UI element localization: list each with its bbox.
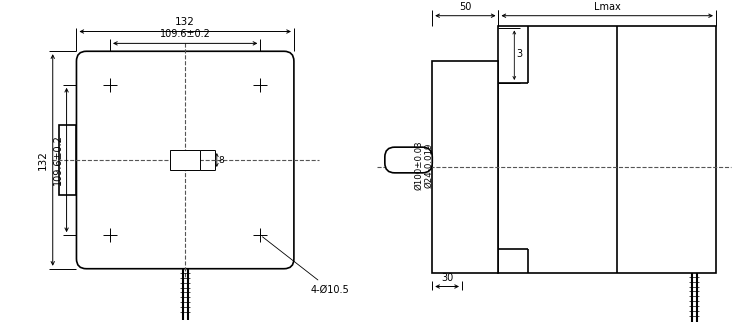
Text: 109.6±0.2: 109.6±0.2 [160, 29, 210, 39]
Text: 8: 8 [219, 155, 225, 164]
Text: 30: 30 [441, 273, 453, 282]
Text: 132: 132 [38, 150, 48, 170]
Bar [499, 26, 716, 273]
Bar [432, 61, 499, 273]
Text: Ø100±0.03: Ø100±0.03 [414, 140, 423, 190]
Bar [59, 125, 76, 195]
Text: 3: 3 [516, 49, 522, 59]
Text: 132: 132 [175, 16, 195, 27]
Text: 109.6±0.2: 109.6±0.2 [53, 135, 63, 185]
FancyBboxPatch shape [385, 147, 432, 173]
FancyBboxPatch shape [76, 51, 294, 269]
Text: Ø24-0.019: Ø24-0.019 [425, 142, 433, 188]
Text: 50: 50 [459, 2, 471, 12]
Text: 4-Ø10.5: 4-Ø10.5 [262, 237, 350, 294]
Bar [170, 150, 200, 170]
Text: Lmax: Lmax [594, 2, 621, 12]
